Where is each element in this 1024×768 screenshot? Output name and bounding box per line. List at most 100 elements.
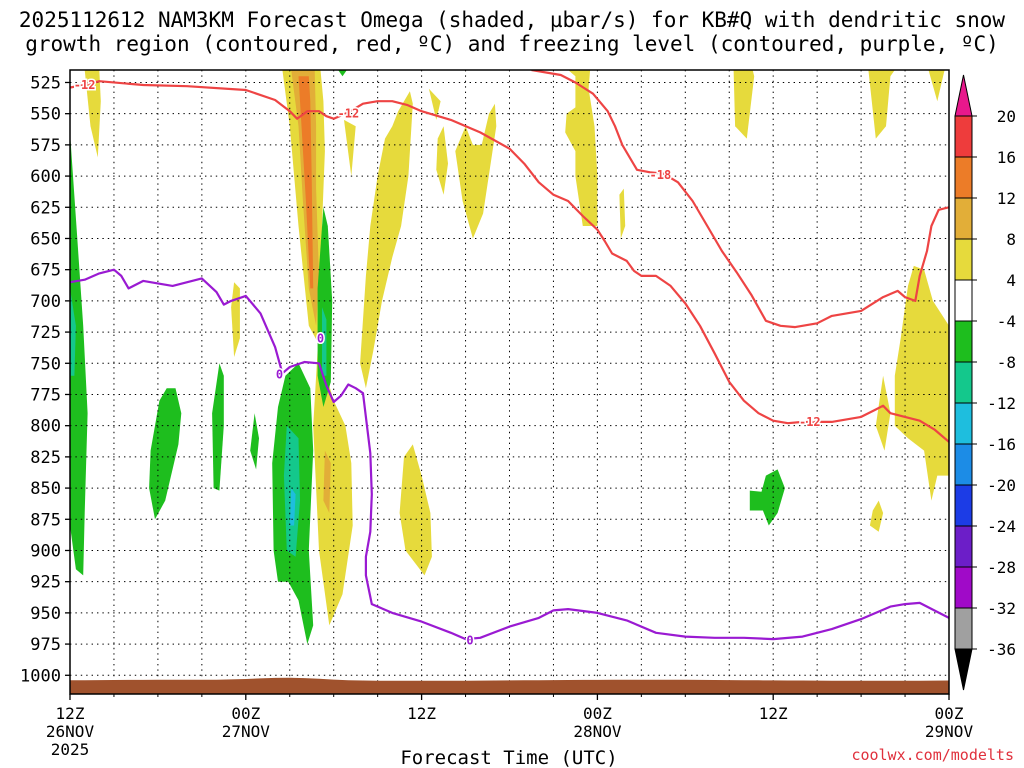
omega-yellow-plume-main [360, 91, 413, 389]
chart-title-line-1: 2025112612 NAM3KM Forecast Omega (shaded… [18, 8, 1006, 32]
x-tick-date-label: 29NOV [925, 722, 974, 741]
colorbar-swatch [954, 402, 973, 445]
y-tick-label: 850 [30, 479, 61, 499]
omega-teal-left-edge [70, 288, 76, 376]
x-tick-time-label: 12Z [407, 704, 436, 723]
contour-label: 0 [276, 368, 283, 382]
colorbar-label: -16 [987, 435, 1016, 454]
colorbar-swatch [954, 361, 973, 404]
y-tick-label: 675 [30, 261, 61, 281]
contour-label: -12 [799, 415, 821, 429]
x-tick-time-label: 00Z [935, 704, 964, 723]
omega-yellow-plume-c [436, 126, 448, 195]
omega-yellow-upper-right-2 [619, 188, 626, 239]
colorbar-label: 12 [997, 189, 1016, 208]
omega-green-left-edge [70, 132, 88, 576]
y-tick-label: 750 [30, 354, 61, 374]
colorbar-swatch [954, 648, 973, 691]
x-tick-time-label: 00Z [231, 704, 260, 723]
x-tick-time-label: 12Z [759, 704, 788, 723]
axes-layer: 525 550 575 600 625 650 675 700 725 750 775 800 825 8… [20, 69, 974, 759]
omega-orange-column-core [298, 76, 314, 289]
colorbar-label: -8 [997, 353, 1016, 372]
omega-green-blob-1 [149, 388, 182, 520]
omega-teal-upper-core [322, 307, 327, 376]
y-tick-label: 925 [30, 573, 61, 593]
colorbar-swatch [954, 279, 973, 322]
y-tick-label: 600 [30, 167, 61, 187]
omega-yellow-low-left [313, 350, 353, 626]
colorbar-swatch [954, 566, 973, 609]
omega-yellow-upper-right-4 [868, 70, 895, 139]
contour-label: -12 [74, 78, 96, 92]
colorbar-swatch [954, 238, 973, 281]
y-tick-label: 800 [30, 417, 61, 437]
colorbar-label: -20 [987, 476, 1016, 495]
omega-yellow-low-right-c [875, 375, 891, 451]
colorbar-swatch [954, 484, 973, 527]
y-tick-label: 625 [30, 198, 61, 218]
x-tick-year-label: 2025 [51, 740, 90, 759]
omega-cyan-main-low [289, 488, 296, 526]
omega-green-upper-core [317, 207, 333, 407]
omega-shading-layer [70, 70, 949, 645]
contour-label: -18 [650, 168, 672, 182]
x-tick-time-label: 12Z [56, 704, 85, 723]
contour-label: 0 [317, 331, 324, 345]
contour-line [70, 268, 949, 641]
omega-yellow-low-right-b [894, 265, 949, 501]
y-tick-label: 550 [30, 105, 61, 125]
contour-label: 0 [466, 633, 473, 647]
grid-layer [70, 70, 949, 694]
omega-yellow-small-a [231, 282, 240, 357]
contour-layer: -12 -12 -12 -18 0 0 0 [70, 70, 949, 649]
y-tick-label: 900 [30, 541, 61, 561]
y-tick-label: 650 [30, 229, 61, 249]
colorbar-swatch [954, 607, 973, 650]
colorbar-swatch [954, 443, 973, 486]
colorbar-swatch [954, 525, 973, 568]
y-tick-label: 825 [30, 448, 61, 468]
colorbar-label: 4 [1006, 271, 1016, 290]
terrain-layer [70, 677, 949, 694]
site-credit: coolwx.com/modelts [851, 746, 1014, 764]
omega-green-blob-3 [250, 413, 259, 470]
y-tick-label: 875 [30, 510, 61, 530]
colorbar-swatch [954, 74, 973, 117]
colorbar-label: 16 [997, 148, 1016, 167]
x-tick-date-label: 27NOV [222, 722, 271, 741]
y-tick-label: 700 [30, 292, 61, 312]
y-tick-label: 775 [30, 385, 61, 405]
contour-line [531, 70, 949, 329]
omega-yellow-upper-right-5 [928, 70, 945, 102]
omega-yellow-plume-b [428, 88, 441, 120]
omega-gold-low-spot [323, 450, 331, 513]
contour-label: -12 [338, 107, 360, 121]
terrain-surface [70, 677, 949, 694]
colorbar-label: -28 [987, 558, 1016, 577]
colorbar-label: -12 [987, 394, 1016, 413]
omega-green-top-spot [338, 70, 347, 77]
x-tick-date-label: 28NOV [573, 722, 622, 741]
colorbar-swatch [954, 115, 973, 158]
omega-yellow-small-b [344, 119, 356, 177]
omega-yellow-low-mid [399, 444, 432, 576]
colorbar-label: -24 [987, 517, 1016, 536]
omega-yellow-plume-d [455, 103, 497, 239]
colorbar-label: 8 [1006, 230, 1016, 249]
colorbar-swatch [954, 156, 973, 199]
x-tick-time-label: 00Z [583, 704, 612, 723]
y-tick-label: 975 [30, 635, 61, 655]
colorbar-label: 20 [997, 107, 1016, 126]
contour-line [70, 80, 949, 443]
x-tick-date-label: 26NOV [46, 722, 95, 741]
y-tick-label: 725 [30, 323, 61, 343]
colorbar-label: -32 [987, 599, 1016, 618]
y-tick-label: 950 [30, 604, 61, 624]
omega-yellow-low-right-a [869, 500, 884, 532]
y-tick-label: 575 [30, 136, 61, 156]
colorbar-swatch [954, 197, 973, 240]
omega-green-blob-2 [212, 363, 224, 491]
chart-title-line-2: growth region (contoured, red, ºC) and f… [25, 32, 999, 56]
